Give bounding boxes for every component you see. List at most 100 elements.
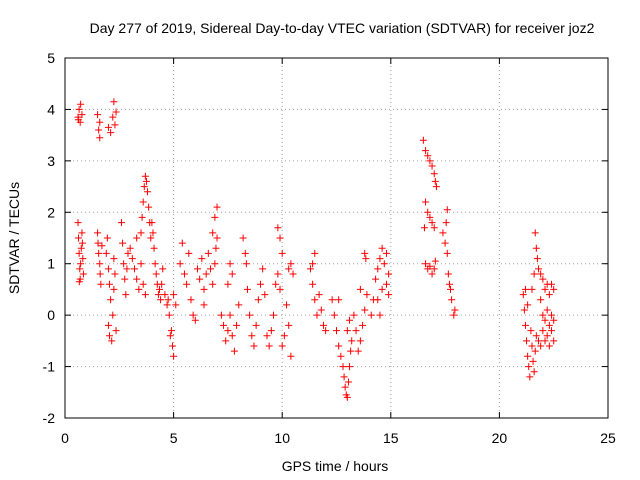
data-point [380,260,388,268]
data-point [243,285,251,293]
data-point [187,296,195,304]
x-tick-label: 15 [383,430,399,446]
data-point [94,229,102,237]
data-point [451,306,459,314]
data-point [103,234,111,242]
data-point [335,296,343,304]
data-point [527,327,535,335]
data-point [278,342,286,350]
data-point [426,213,434,221]
data-point [444,270,452,278]
data-point [350,311,358,319]
data-point [343,327,351,335]
data-point [537,270,545,278]
data-point [155,285,163,293]
data-point [212,244,220,252]
data-point [139,198,147,206]
data-point [222,337,230,345]
data-point [77,260,85,268]
data-point [428,162,436,170]
data-point [523,337,531,345]
data-point [76,265,84,273]
data-point [529,357,537,365]
data-point [79,270,87,278]
data-point [164,296,172,304]
data-point [213,203,221,211]
data-point [550,316,558,324]
data-point [431,177,439,185]
data-point [150,244,158,252]
data-point [158,280,166,288]
data-point [121,275,129,283]
data-point [163,301,171,309]
data-point [270,311,278,319]
data-point [532,332,540,340]
data-point [426,262,434,270]
data-point [172,301,180,309]
data-point [359,321,367,329]
data-point [147,234,155,242]
data-point [328,296,336,304]
data-point [525,363,533,371]
y-axis-label: SDTVAR / TECUs [6,182,22,294]
data-point [356,337,364,345]
data-point [97,280,105,288]
y-tick-label: 5 [47,50,55,66]
data-point [110,285,118,293]
data-point [209,280,217,288]
data-point [220,321,228,329]
data-point [524,352,532,360]
data-point [319,321,327,329]
data-point [106,280,114,288]
data-point [98,242,106,250]
data-point [362,255,370,263]
data-point [531,347,539,355]
data-point [180,270,188,278]
data-point [352,327,360,335]
chart-title: Day 277 of 2019, Sidereal Day-to-day VTE… [90,20,595,36]
gridlines [65,58,608,418]
data-point [209,229,217,237]
data-point [126,244,134,252]
data-point [333,327,340,335]
y-tick-label: -2 [43,410,56,426]
data-point [450,311,458,319]
data-point [170,352,178,360]
data-point [169,342,177,350]
data-point [233,321,241,329]
data-point [191,316,199,324]
plot-frame [64,57,609,419]
data-point [272,280,280,288]
data-point [133,234,141,242]
data-point [107,129,115,137]
data-point [226,260,234,268]
data-point [340,373,348,381]
data-point [309,260,317,268]
data-point [343,393,351,401]
data-point [75,278,83,286]
data-point [112,108,120,116]
data-point [385,291,393,299]
data-point [424,152,432,160]
data-point [131,265,139,273]
data-point [550,285,558,293]
data-point [151,260,159,268]
data-point [128,255,136,263]
data-point [356,285,364,293]
x-axis-label: GPS time / hours [282,458,389,474]
data-point [148,219,156,227]
data-point [95,126,103,134]
data-point [74,219,82,227]
data-point [202,270,210,278]
data-point [167,327,175,335]
y-tick-label: 1 [47,256,55,272]
data-point [200,301,208,309]
data-point [123,265,131,273]
data-point [378,244,386,252]
data-point [250,342,258,350]
y-tick-label: 3 [47,153,55,169]
data-point [106,332,114,340]
data-point [157,296,165,304]
data-point [95,249,103,257]
data-point [346,363,354,371]
